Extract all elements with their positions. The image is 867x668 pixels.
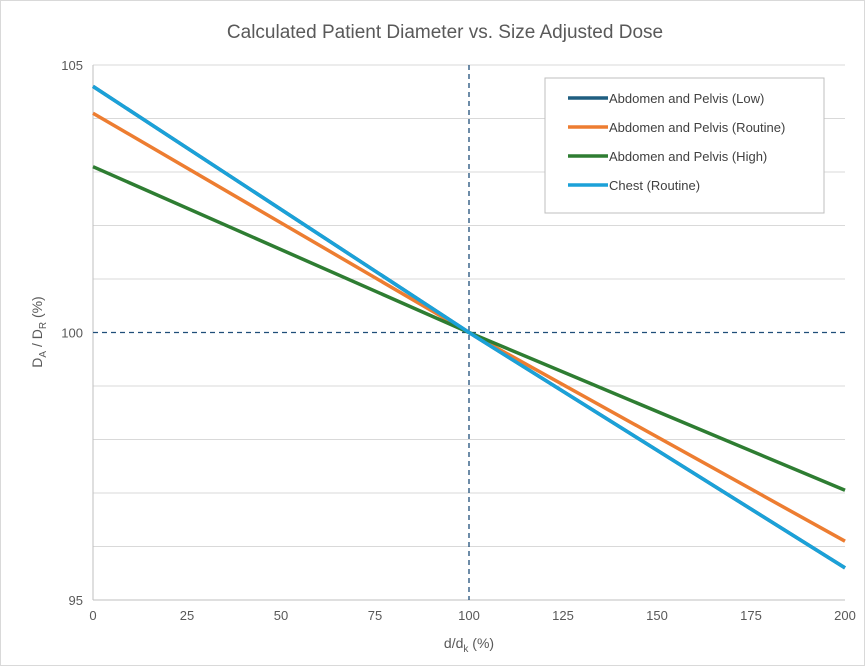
legend-label: Chest (Routine) [609,178,700,193]
legend: Abdomen and Pelvis (Low) Abdomen and Pelv… [544,77,825,214]
legend-box [544,77,825,214]
legend-label: Abdomen and Pelvis (Low) [609,91,764,106]
x-tick-label: 175 [740,608,762,623]
x-axis-label: d/dk (%) [444,635,494,655]
y-tick-label: 100 [61,326,83,341]
x-tick-label: 150 [646,608,668,623]
series-lines [92,84,846,570]
x-tick-labels: 0 25 50 75 100 125 150 175 200 [89,608,855,623]
series-line-4 [92,84,846,570]
x-tick-label: 25 [180,608,194,623]
reference-lines [93,65,845,600]
legend-label: Abdomen and Pelvis (High) [609,149,767,164]
chart-title: Calculated Patient Diameter vs. Size Adj… [227,22,663,43]
x-tick-label: 50 [274,608,288,623]
x-tick-label: 125 [552,608,574,623]
x-tick-label: 100 [458,608,480,623]
y-tick-label: 95 [69,593,83,608]
y-tick-label: 105 [61,58,83,73]
y-axis-label: DA / DR (%) [29,296,49,367]
x-tick-label: 200 [834,608,856,623]
legend-label: Abdomen and Pelvis (Routine) [609,120,785,135]
x-tick-label: 0 [89,608,96,623]
x-tick-label: 75 [368,608,382,623]
y-tick-labels: 95 100 105 [61,58,83,608]
